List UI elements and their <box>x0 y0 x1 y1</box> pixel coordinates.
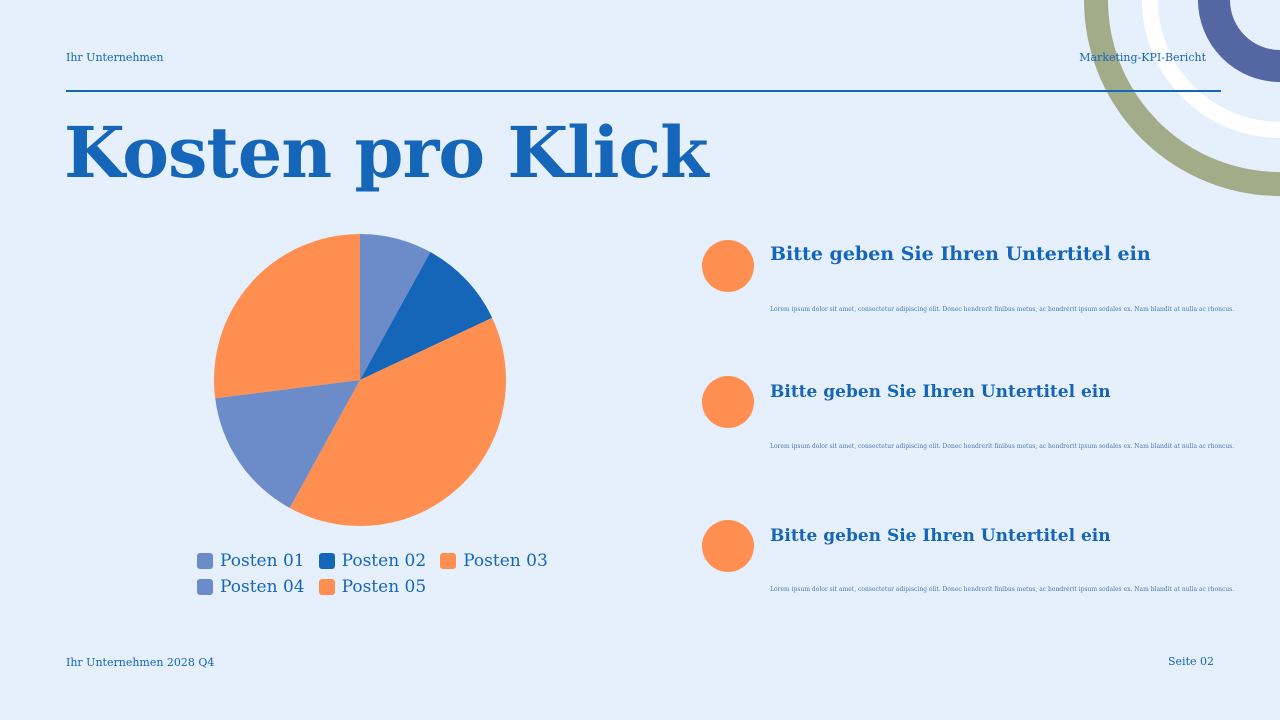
legend-swatch <box>197 553 213 569</box>
item-3-bullet <box>702 520 754 572</box>
item-2-bullet <box>702 376 754 428</box>
company-name: Ihr Unternehmen <box>66 51 164 64</box>
chart-legend: Posten 01 Posten 02 Posten 03 Posten 04 … <box>197 548 562 600</box>
item-2-subtitle: Bitte geben Sie Ihren Untertitel ein <box>770 382 1111 402</box>
item-3-subtitle: Bitte geben Sie Ihren Untertitel ein <box>770 526 1111 546</box>
pie-slice-posten-02 <box>360 252 493 380</box>
legend-swatch <box>197 579 213 595</box>
legend-label: Posten 04 <box>220 577 305 597</box>
deco-ring-navy <box>1198 0 1280 82</box>
pie-slice-posten-03 <box>289 317 506 526</box>
item-2-text: Lorem ipsum dolor sit amet, consectetur … <box>770 443 1235 450</box>
legend-item-posten-02: Posten 02 <box>318 551 427 571</box>
legend-item-posten-01: Posten 01 <box>197 551 305 571</box>
pie-slice-posten-05 <box>214 234 360 399</box>
report-name: Marketing-KPI-Bericht <box>1079 51 1206 64</box>
header-divider <box>66 90 1221 92</box>
legend-item-posten-05: Posten 05 <box>318 577 427 597</box>
pie-slice-posten-01 <box>360 234 431 380</box>
item-3-text: Lorem ipsum dolor sit amet, consectetur … <box>770 586 1235 593</box>
legend-swatch <box>318 553 335 569</box>
item-1-bullet <box>702 240 754 292</box>
page-title: Kosten pro Klick <box>64 111 709 194</box>
legend-swatch <box>440 553 457 569</box>
item-1-subtitle: Bitte geben Sie Ihren Untertitel ein <box>770 243 1151 265</box>
footer-company-period: Ihr Unternehmen 2028 Q4 <box>66 656 215 669</box>
pie-slice-posten-04 <box>215 380 360 508</box>
pie-chart <box>214 234 506 526</box>
footer-page-number: Seite 02 <box>1168 655 1214 668</box>
decorative-arcs <box>1084 0 1280 196</box>
legend-label: Posten 05 <box>341 577 427 597</box>
item-1-text: Lorem ipsum dolor sit amet, consectetur … <box>770 306 1235 313</box>
legend-row-2: Posten 04 Posten 05 <box>197 574 562 600</box>
legend-item-posten-03: Posten 03 <box>440 551 548 571</box>
legend-label: Posten 01 <box>220 551 305 571</box>
legend-label: Posten 02 <box>341 551 427 571</box>
legend-swatch <box>318 579 335 595</box>
legend-item-posten-04: Posten 04 <box>197 577 305 597</box>
legend-label: Posten 03 <box>463 551 548 571</box>
legend-row-1: Posten 01 Posten 02 Posten 03 <box>197 548 562 574</box>
